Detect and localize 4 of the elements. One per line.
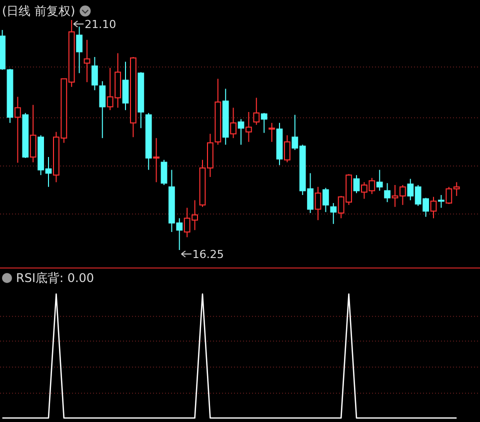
annotation: 16.25 (192, 248, 224, 261)
annotation: 21.10 (84, 18, 116, 31)
chart-title: (日线 前复权) (2, 4, 76, 18)
chart-title: RSI底背: 0.00 (16, 271, 94, 285)
